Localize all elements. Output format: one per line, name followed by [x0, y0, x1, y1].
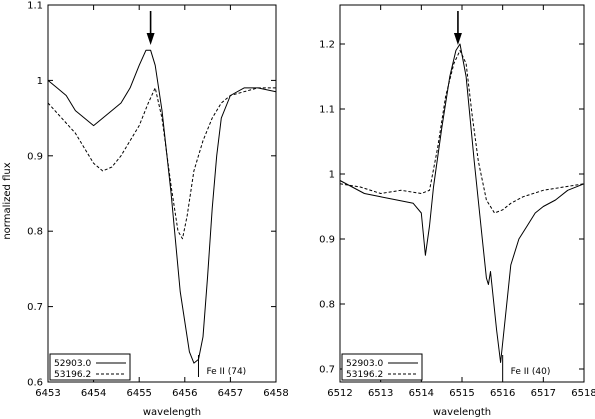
- plot-frame: [339, 4, 585, 383]
- y-tick-label: 1.1: [319, 105, 335, 116]
- down-arrow-icon: [146, 33, 155, 45]
- series-line-dashed: [47, 87, 276, 240]
- x-tick-label: 6518: [571, 388, 595, 399]
- y-axis-label: normalized flux: [2, 162, 13, 239]
- legend-label: 53196.2: [54, 370, 91, 380]
- series-line-solid: [339, 43, 585, 363]
- legend: [49, 353, 131, 381]
- series-line-dashed: [339, 50, 585, 214]
- legend-label: 52903.0: [346, 359, 383, 369]
- plot-frame: [47, 4, 277, 383]
- series-line-solid: [47, 49, 277, 364]
- right-panel: wavelength 6512 6513 6514 6515 6516 6517 6518 0…: [319, 4, 595, 418]
- x-tick-label: 6457: [218, 388, 243, 399]
- y-tick-label: 0.7: [27, 302, 43, 313]
- x-tick-label: 6458: [263, 388, 288, 399]
- line-identification-label: Fe II (74): [206, 367, 246, 377]
- y-tick-label: 1.1: [27, 1, 43, 12]
- left-panel: normalized flux wavelength 6453 6454 6455 6…: [2, 1, 289, 419]
- x-tick-label: 6516: [490, 388, 515, 399]
- line-identification-label: Fe II (40): [511, 367, 551, 377]
- y-tick-label: 0.9: [319, 235, 335, 246]
- x-tick-label: 6513: [368, 388, 393, 399]
- legend-label: 52903.0: [54, 359, 91, 369]
- y-tick-label: 0.8: [27, 227, 43, 238]
- x-axis-label: wavelength: [143, 407, 201, 418]
- x-axis-label: wavelength: [433, 407, 491, 418]
- y-tick-label: 0.6: [27, 378, 43, 389]
- y-tick-label: 1.2: [319, 40, 335, 51]
- x-tick-label: 6453: [35, 388, 60, 399]
- x-tick-label: 6515: [449, 388, 474, 399]
- legend: [341, 353, 423, 381]
- x-tick-label: 6454: [81, 388, 106, 399]
- y-tick-label: 0.7: [319, 365, 335, 376]
- y-tick-label: 0.9: [27, 151, 43, 162]
- x-tick-label: 6512: [327, 388, 352, 399]
- legend-label: 53196.2: [346, 370, 383, 380]
- y-tick-label: 1: [329, 170, 335, 181]
- x-tick-label: 6455: [126, 388, 151, 399]
- x-tick-label: 6514: [409, 388, 434, 399]
- y-tick-label: 0.8: [319, 300, 335, 311]
- x-tick-label: 6517: [531, 388, 556, 399]
- y-tick-label: 1: [37, 76, 43, 87]
- x-tick-label: 6456: [172, 388, 197, 399]
- down-arrow-icon: [453, 33, 462, 45]
